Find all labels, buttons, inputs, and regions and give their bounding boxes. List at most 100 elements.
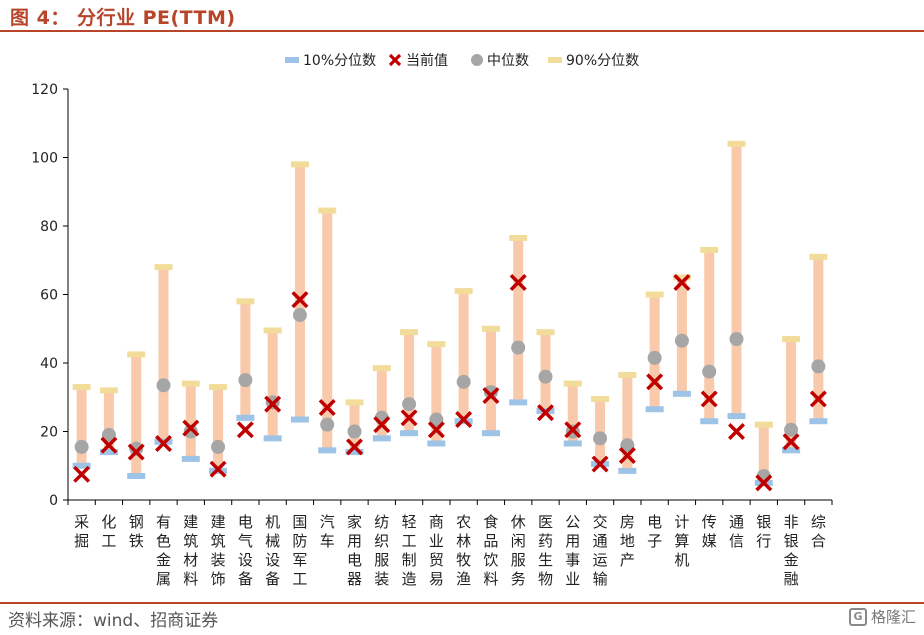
range-bar — [485, 328, 496, 434]
range-bar — [404, 332, 415, 434]
p10-cap — [127, 473, 146, 480]
median-point — [483, 385, 498, 400]
p10-cap — [809, 418, 828, 425]
range-bar — [131, 354, 142, 477]
category-label: 房地产 — [620, 513, 635, 569]
p90-cap — [72, 383, 91, 390]
median-point — [811, 359, 826, 374]
p10-cap — [72, 462, 91, 469]
p10-cap — [181, 455, 200, 462]
current-value-point — [73, 465, 91, 483]
legend-label: 中位数 — [487, 53, 529, 69]
category-label: 建筑材料 — [183, 513, 198, 588]
median-point — [101, 427, 116, 442]
median-point — [347, 424, 362, 439]
p90-cap — [481, 325, 500, 332]
title-rule — [0, 30, 924, 32]
p90-cap — [290, 161, 309, 168]
category-label: 汽车 — [320, 513, 335, 550]
y-tick-label: 60 — [40, 288, 58, 304]
median-point — [402, 397, 417, 412]
legend-swatch-x — [388, 53, 402, 67]
p90-cap — [181, 380, 200, 387]
p90-cap — [563, 380, 582, 387]
range-bar — [213, 386, 224, 471]
p10-cap — [345, 449, 364, 456]
p90-cap — [263, 327, 282, 334]
source-note: 资料来源：wind、招商证券 — [8, 611, 219, 631]
watermark-text: 格隆汇 — [870, 608, 916, 626]
category-label: 传媒 — [702, 513, 717, 550]
current-value-point — [646, 373, 664, 391]
p10-cap — [481, 430, 500, 437]
category-label: 纺织服装 — [374, 513, 389, 588]
p90-cap — [372, 365, 391, 372]
median-point — [784, 422, 799, 437]
current-value-point — [618, 447, 636, 464]
pe-range-chart: 10%分位数 当前值 中位数 90%分位数 0 20 40 60 80 100 120 采掘化工钢… — [31, 52, 833, 588]
range-bar — [267, 330, 278, 439]
median-point — [456, 374, 471, 389]
category-label: 化工 — [101, 513, 116, 550]
current-value-point — [264, 395, 282, 413]
p90-cap — [127, 351, 146, 358]
median-point — [620, 438, 635, 453]
current-value-point — [755, 474, 773, 492]
category-label: 机械设备 — [265, 513, 280, 588]
current-value-point — [318, 399, 336, 416]
category-label: 建筑装饰 — [211, 513, 226, 588]
p90-cap — [645, 291, 664, 298]
range-bar — [758, 424, 769, 483]
y-tick-label: 40 — [40, 356, 58, 372]
current-value-point — [537, 404, 554, 422]
legend-label: 当前值 — [406, 52, 448, 69]
range-bar — [431, 344, 442, 444]
category-label: 有色金属 — [156, 513, 171, 588]
median-point — [702, 364, 717, 379]
median-point — [156, 378, 171, 393]
median-point — [729, 332, 744, 347]
current-value-point — [182, 419, 200, 437]
category-label: 农林牧渔 — [456, 513, 471, 588]
p10-cap — [99, 449, 118, 456]
category-label: 休闲服务 — [511, 513, 526, 588]
p90-cap — [672, 274, 691, 281]
source-rule — [0, 602, 924, 604]
category-label: 非银金融 — [784, 513, 799, 588]
category-label: 计算机 — [674, 513, 689, 569]
range-bar — [76, 386, 87, 466]
chart-legend: 10%分位数 当前值 中位数 90%分位数 — [285, 52, 639, 69]
median-point — [674, 333, 689, 348]
current-value-point — [782, 433, 800, 451]
legend-swatch-bar — [285, 57, 299, 63]
p90-cap — [782, 336, 801, 343]
category-label: 商业贸易 — [429, 513, 444, 588]
y-tick-label: 100 — [31, 151, 58, 167]
current-value-point — [291, 291, 309, 309]
legend-swatch-circle — [471, 54, 483, 66]
p10-cap — [727, 413, 746, 420]
p10-cap — [400, 430, 419, 437]
p10-cap — [782, 447, 801, 454]
p90-cap — [345, 399, 364, 406]
median-point — [183, 424, 198, 439]
range-bar — [240, 301, 251, 418]
p10-cap — [700, 418, 719, 425]
chart-axes: 0 20 40 60 80 100 120 — [31, 82, 833, 509]
category-label: 钢铁 — [129, 513, 144, 550]
current-value-point — [591, 455, 609, 473]
p10-cap — [509, 399, 528, 406]
figure-title: 图 4： 分行业 PE(TTM) — [10, 7, 236, 29]
median-point — [129, 441, 144, 456]
current-value-point — [509, 274, 527, 291]
p90-cap — [454, 288, 473, 295]
legend-item-2: 当前值 — [388, 52, 448, 69]
median-point — [74, 439, 89, 454]
legend-item-1: 10%分位数 — [285, 53, 376, 69]
current-value-point — [809, 390, 827, 408]
category-label: 交通运输 — [593, 513, 608, 588]
p90-cap — [618, 371, 637, 378]
range-bar — [813, 256, 824, 422]
current-value-point — [482, 387, 500, 405]
median-point — [593, 431, 608, 446]
